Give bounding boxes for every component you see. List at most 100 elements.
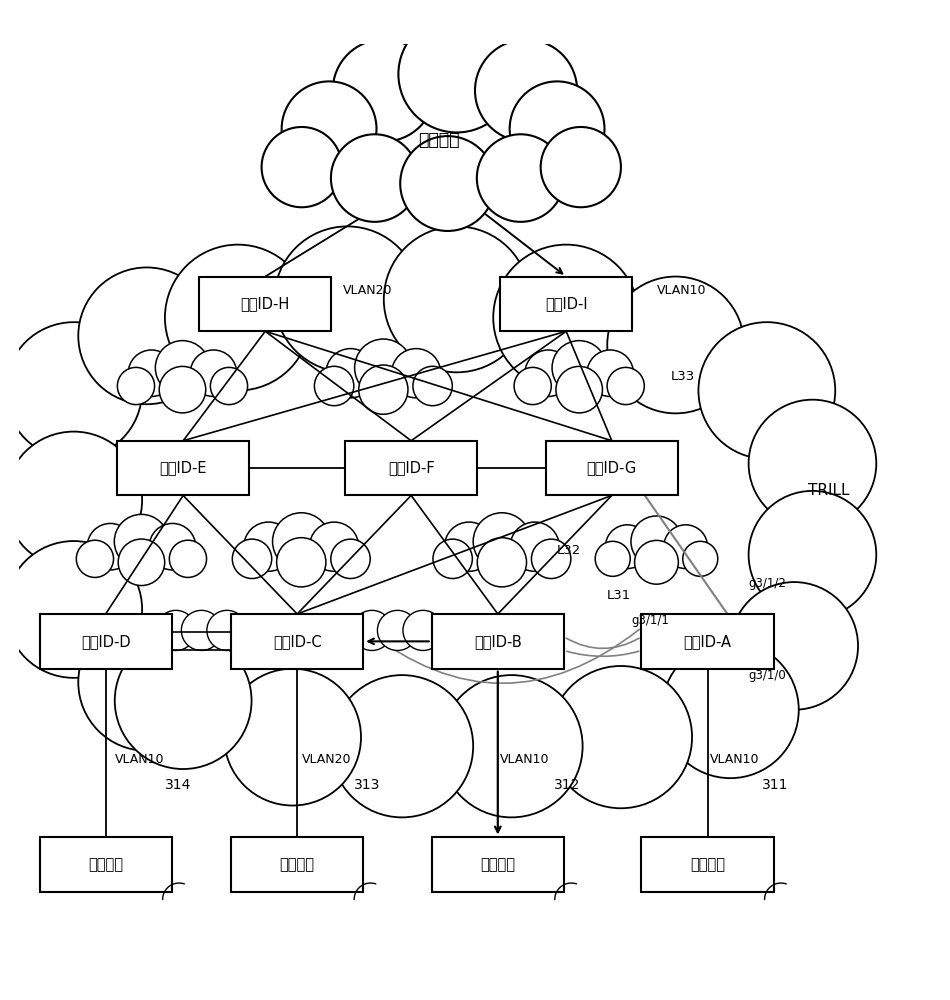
Circle shape [165, 245, 311, 391]
Text: 主机设备: 主机设备 [690, 857, 725, 872]
Circle shape [403, 610, 443, 650]
Text: 主机设备: 主机设备 [279, 857, 314, 872]
Polygon shape [595, 531, 717, 573]
Circle shape [477, 538, 526, 587]
Circle shape [662, 641, 799, 778]
Circle shape [244, 522, 293, 571]
Circle shape [525, 350, 572, 396]
Circle shape [587, 350, 634, 396]
Circle shape [331, 539, 370, 579]
Polygon shape [314, 357, 451, 401]
Circle shape [156, 610, 196, 650]
Text: 设备ID-E: 设备ID-E [160, 461, 207, 476]
Circle shape [514, 367, 551, 405]
Text: VLAN20: VLAN20 [343, 284, 392, 297]
Circle shape [273, 513, 330, 570]
Circle shape [541, 127, 621, 207]
Circle shape [635, 540, 678, 584]
Circle shape [6, 322, 142, 459]
Text: 312: 312 [555, 778, 580, 792]
FancyBboxPatch shape [431, 837, 564, 892]
Circle shape [473, 513, 531, 570]
Polygon shape [513, 357, 643, 401]
Text: 主机设备: 主机设备 [88, 857, 124, 872]
FancyBboxPatch shape [641, 614, 773, 669]
Circle shape [261, 127, 342, 207]
Text: VLAN10: VLAN10 [115, 753, 164, 766]
FancyBboxPatch shape [231, 837, 363, 892]
Circle shape [310, 522, 359, 571]
Circle shape [605, 525, 649, 569]
Text: g3/1/1: g3/1/1 [632, 614, 670, 627]
Circle shape [352, 610, 392, 650]
Circle shape [377, 610, 418, 650]
FancyBboxPatch shape [431, 614, 564, 669]
Text: g3/1/2: g3/1/2 [749, 577, 787, 590]
Text: 314: 314 [165, 778, 191, 792]
Circle shape [683, 541, 718, 576]
Circle shape [224, 669, 361, 806]
Circle shape [6, 432, 142, 568]
Circle shape [156, 341, 210, 395]
Circle shape [78, 614, 215, 751]
FancyBboxPatch shape [500, 277, 633, 331]
Circle shape [359, 365, 408, 414]
Circle shape [749, 400, 876, 527]
Text: 设备ID-F: 设备ID-F [388, 461, 434, 476]
FancyBboxPatch shape [40, 837, 172, 892]
Text: TRILL: TRILL [808, 483, 849, 498]
Circle shape [475, 39, 578, 142]
Circle shape [550, 666, 692, 808]
Circle shape [114, 514, 168, 569]
Circle shape [118, 539, 164, 586]
Circle shape [493, 245, 639, 391]
Text: 设备ID-D: 设备ID-D [81, 634, 130, 649]
Text: L33: L33 [671, 370, 695, 383]
Circle shape [607, 277, 744, 413]
Circle shape [210, 367, 248, 405]
Circle shape [731, 582, 858, 710]
Circle shape [354, 339, 412, 396]
Text: VLAN10: VLAN10 [711, 753, 760, 766]
Circle shape [160, 366, 206, 413]
Circle shape [398, 16, 515, 132]
Circle shape [400, 136, 495, 231]
Circle shape [607, 367, 644, 405]
Circle shape [445, 522, 494, 571]
Circle shape [749, 491, 876, 619]
Circle shape [433, 539, 472, 579]
Circle shape [169, 540, 206, 577]
Text: 主机设备: 主机设备 [481, 857, 515, 872]
Circle shape [149, 523, 196, 570]
FancyBboxPatch shape [231, 614, 363, 669]
Polygon shape [232, 531, 370, 573]
Text: VLAN10: VLAN10 [500, 753, 549, 766]
Circle shape [698, 322, 835, 459]
Text: 313: 313 [353, 778, 380, 792]
Text: g3/1/0: g3/1/0 [749, 669, 787, 682]
Polygon shape [265, 47, 612, 211]
Circle shape [78, 267, 215, 404]
FancyBboxPatch shape [345, 441, 477, 495]
Circle shape [181, 610, 221, 650]
Circle shape [87, 523, 134, 570]
FancyBboxPatch shape [641, 837, 773, 892]
FancyBboxPatch shape [117, 441, 249, 495]
Circle shape [477, 134, 564, 222]
Text: 设备ID-H: 设备ID-H [240, 296, 290, 311]
Text: 311: 311 [762, 778, 788, 792]
Circle shape [276, 538, 326, 587]
Circle shape [441, 675, 582, 817]
Circle shape [6, 541, 142, 678]
Text: 设备ID-A: 设备ID-A [684, 634, 732, 649]
Circle shape [281, 81, 376, 176]
Circle shape [76, 540, 114, 577]
Circle shape [115, 632, 252, 769]
Circle shape [332, 39, 435, 142]
Polygon shape [432, 531, 570, 573]
Circle shape [552, 341, 606, 395]
Polygon shape [117, 357, 247, 401]
Circle shape [556, 366, 602, 413]
Text: VLAN10: VLAN10 [657, 284, 707, 297]
Text: 设备ID-B: 设备ID-B [474, 634, 522, 649]
